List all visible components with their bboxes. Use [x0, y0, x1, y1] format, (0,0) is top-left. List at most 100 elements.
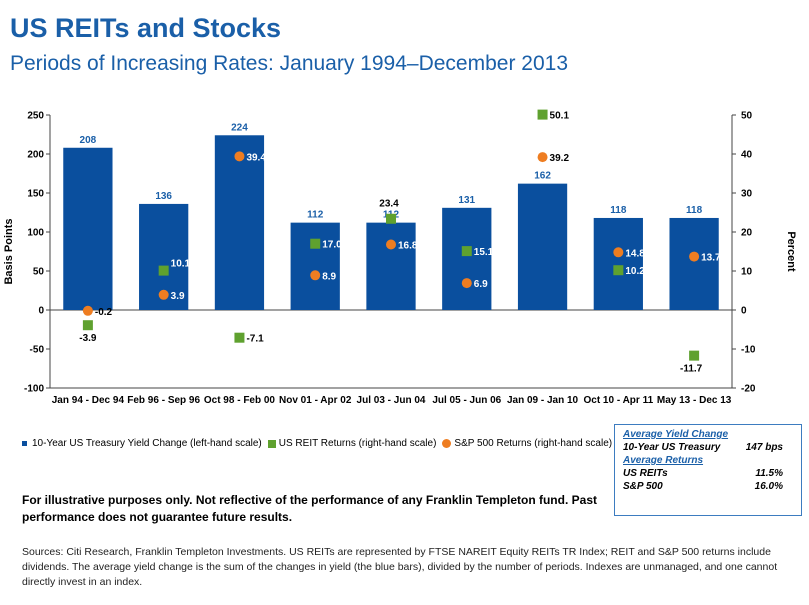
summary-reits-row: US REITs 11.5%	[623, 468, 793, 479]
right-tick-label: -10	[741, 345, 756, 356]
bar	[214, 135, 265, 310]
sp500-marker	[386, 239, 396, 250]
bar-value-label: 131	[458, 195, 475, 206]
reit-value-label: -3.9	[79, 333, 97, 344]
sp500-marker	[82, 305, 93, 316]
sp500-marker	[461, 278, 472, 289]
x-tick-label: Oct 98 - Feb 00	[204, 395, 276, 406]
summary-reits-label: US REITs	[623, 468, 668, 479]
sp500-marker	[613, 247, 624, 258]
x-tick-label: Jan 94 - Dec 94	[52, 395, 125, 406]
left-tick-label: 250	[27, 111, 44, 122]
reit-value-label: 23.4	[379, 199, 399, 210]
x-tick-label: Jan 09 - Jan 10	[507, 395, 579, 406]
legend-item-yield: 10-Year US Treasury Yield Change (left-h…	[22, 438, 262, 449]
right-tick-label: 20	[741, 228, 753, 239]
chart-subtitle: Periods of Increasing Rates: January 199…	[10, 52, 568, 75]
reit-marker	[310, 238, 321, 249]
right-tick-label: 0	[741, 306, 747, 317]
reit-value-label: -7.1	[246, 334, 264, 345]
reit-marker	[613, 265, 624, 276]
y2-axis-title: Percent	[785, 231, 797, 272]
sp500-value-label: 3.9	[171, 291, 185, 302]
x-tick-label: May 13 - Dec 13	[657, 395, 732, 406]
legend-item-sp500: S&P 500 Returns (right-hand scale)	[442, 438, 612, 449]
summary-sp500-row: S&P 500 16.0%	[623, 481, 793, 492]
sp500-value-label: 13.7	[701, 253, 721, 264]
left-tick-label: -100	[24, 384, 44, 395]
bar	[442, 207, 492, 310]
summary-sp500-value: 16.0%	[754, 481, 783, 492]
bar-value-label: 118	[610, 205, 627, 216]
summary-reits-value: 11.5%	[755, 468, 783, 479]
x-tick-label: Jul 05 - Jun 06	[432, 395, 501, 406]
sp500-value-label: 39.2	[550, 153, 570, 164]
chart-area: -100-50050100150200250-20-1001020304050B…	[3, 109, 797, 406]
reit-value-label: 10.2	[625, 266, 645, 277]
bar-value-label: 112	[307, 210, 324, 221]
reit-marker	[461, 246, 472, 257]
sp500-value-label: 16.8	[398, 240, 418, 251]
right-tick-label: 10	[741, 267, 753, 278]
chart-legend: 10-Year US Treasury Yield Change (left-h…	[22, 438, 618, 449]
sp500-marker	[689, 251, 700, 262]
x-tick-label: Nov 01 - Apr 02	[279, 395, 352, 406]
sources-note: Sources: Citi Research, Franklin Templet…	[22, 546, 778, 588]
bar-value-label: 208	[80, 135, 97, 146]
legend-dot-swatch	[442, 439, 452, 448]
bar-value-label: 162	[534, 171, 551, 182]
bar	[593, 217, 643, 310]
sp500-marker	[310, 270, 321, 281]
summary-returns-heading: Average Returns	[623, 455, 704, 466]
left-tick-label: 200	[27, 150, 44, 161]
reit-marker	[386, 213, 396, 224]
sp500-marker	[537, 152, 548, 163]
left-tick-label: 50	[33, 267, 45, 278]
sp500-marker	[234, 151, 245, 162]
bar	[366, 222, 416, 310]
chart-title: US REITs and Stocks	[10, 13, 282, 43]
bar-value-label: 136	[155, 191, 172, 202]
reit-value-label: 50.1	[550, 111, 570, 122]
sp500-value-label: -0.2	[95, 307, 113, 318]
reit-value-label: 15.1	[474, 247, 494, 258]
reit-value-label: 17.0	[322, 240, 342, 251]
legend-label-sp500: S&P 500 Returns (right-hand scale)	[454, 438, 613, 449]
right-tick-label: 40	[741, 150, 753, 161]
bar-value-label: 224	[231, 122, 248, 133]
bar	[290, 222, 340, 310]
legend-bar-swatch	[22, 441, 27, 446]
sp500-value-label: 39.4	[246, 152, 266, 163]
x-tick-label: Jul 03 - Jun 04	[357, 395, 426, 406]
x-tick-label: Oct 10 - Apr 11	[583, 395, 653, 406]
reit-value-label: 10.1	[171, 259, 191, 270]
bar	[669, 217, 719, 310]
summary-sp500-label: S&P 500	[623, 481, 663, 492]
right-tick-label: 30	[741, 189, 753, 200]
left-tick-label: 100	[27, 228, 44, 239]
left-tick-label: 0	[38, 306, 44, 317]
summary-box: Average Yield Change 10-Year US Treasury…	[614, 424, 802, 516]
bar	[517, 183, 568, 310]
legend-item-reit: US REIT Returns (right-hand scale)	[267, 438, 437, 449]
bar-value-label: 118	[686, 205, 703, 216]
sp500-value-label: 14.8	[625, 248, 645, 259]
reit-marker	[689, 350, 700, 361]
summary-yield-value: 147 bps	[745, 442, 783, 453]
right-tick-label: 50	[741, 111, 753, 122]
summary-yield-row: 10-Year US Treasury 147 bps	[623, 442, 793, 453]
reit-marker	[158, 265, 169, 276]
left-tick-label: 150	[27, 189, 44, 200]
right-tick-label: -20	[741, 384, 756, 395]
bar	[63, 147, 113, 310]
left-tick-label: -50	[30, 345, 45, 356]
sp500-value-label: 6.9	[474, 279, 488, 290]
reit-marker	[82, 320, 93, 331]
reit-marker	[537, 109, 548, 120]
reit-value-label: -11.7	[680, 364, 703, 375]
legend-label-reit: US REIT Returns (right-hand scale)	[278, 438, 437, 449]
legend-square-swatch	[267, 439, 276, 448]
disclaimer: For illustrative purposes only. Not refl…	[22, 493, 597, 524]
summary-yield-heading: Average Yield Change	[623, 429, 729, 440]
sp500-marker	[158, 289, 169, 300]
